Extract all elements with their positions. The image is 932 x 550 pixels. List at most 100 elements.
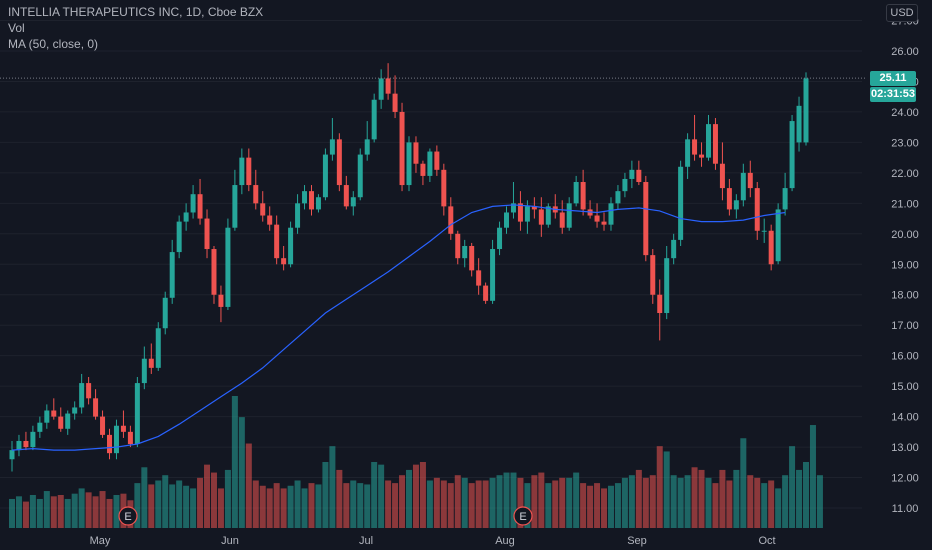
- candle-body: [671, 239, 677, 259]
- candle-body: [622, 178, 628, 192]
- candle-body: [44, 410, 50, 423]
- volume-bar: [670, 475, 677, 528]
- volume-bar: [649, 475, 656, 528]
- volume-bar: [538, 472, 545, 528]
- candle-body: [190, 194, 196, 213]
- candle-body: [322, 154, 328, 198]
- candle-body: [629, 169, 635, 179]
- volume-bar: [385, 480, 392, 528]
- price-tick-label: 15.00: [891, 381, 919, 393]
- price-tick-label: 22.00: [891, 168, 919, 180]
- ma-label[interactable]: MA (50, close, 0): [8, 37, 99, 51]
- volume-bar: [217, 488, 224, 528]
- candle-body: [65, 413, 71, 429]
- volume-bar: [747, 475, 754, 528]
- candle-body: [692, 139, 698, 155]
- candle-body: [134, 383, 140, 445]
- candle-body: [329, 139, 335, 155]
- candle-body: [107, 434, 113, 454]
- volume-bar: [183, 485, 190, 528]
- volume-bar: [461, 477, 468, 528]
- volume-bar: [155, 480, 162, 528]
- volume-bar: [440, 480, 447, 528]
- candle-body: [176, 221, 182, 253]
- volume-bar: [809, 425, 816, 528]
- currency-button[interactable]: USD: [886, 4, 918, 22]
- chart-grid: [0, 20, 862, 509]
- candle-body: [315, 197, 321, 210]
- candle-body: [141, 358, 147, 384]
- candle-body: [267, 215, 273, 225]
- volume-bar: [315, 484, 322, 528]
- candle-body: [16, 440, 22, 451]
- volume-bar: [419, 462, 426, 528]
- volume-bar: [412, 464, 419, 528]
- volume-label[interactable]: Vol: [8, 21, 25, 35]
- price-tick-label: 26.00: [891, 46, 919, 58]
- candle-body: [497, 227, 503, 250]
- volume-bar: [768, 480, 775, 528]
- candle-body: [350, 197, 356, 207]
- candle-body: [23, 440, 29, 448]
- volume-bar: [775, 488, 782, 528]
- earnings-marker: [513, 506, 533, 526]
- volume-bar: [594, 483, 601, 528]
- symbol-title[interactable]: INTELLIA THERAPEUTICS INC, 1D, Cboe BZX: [8, 5, 264, 19]
- candle-body: [476, 270, 482, 286]
- candle-body: [169, 252, 175, 298]
- volume-bar: [545, 483, 552, 528]
- volume-bar: [322, 462, 329, 528]
- volume-bar: [197, 477, 204, 528]
- candle-body: [378, 78, 384, 100]
- candle-body: [448, 206, 454, 234]
- candle-body: [58, 416, 64, 429]
- candle-body: [538, 209, 544, 225]
- candle-body: [9, 450, 15, 460]
- candle-body: [524, 206, 530, 222]
- volume-bar: [796, 469, 803, 528]
- volume-bar: [378, 464, 385, 528]
- candle-body: [260, 203, 266, 216]
- candle-body: [232, 185, 238, 228]
- candle-body: [580, 182, 586, 210]
- volume-bar: [761, 483, 768, 528]
- candle-body: [239, 157, 245, 186]
- volume-bar: [566, 477, 573, 528]
- candle-body: [86, 383, 92, 399]
- candle-body: [636, 169, 642, 183]
- candle-body: [462, 245, 468, 259]
- volume-bar: [308, 483, 315, 528]
- volume-bar: [552, 480, 559, 528]
- candle-body: [100, 416, 106, 435]
- candle-body: [761, 230, 767, 232]
- candle-body: [343, 185, 349, 207]
- volume-bar: [287, 485, 294, 528]
- candle-body: [427, 151, 433, 176]
- volume-bar: [433, 477, 440, 528]
- volume-bar: [733, 469, 740, 528]
- volume-bar: [559, 477, 566, 528]
- volume-bar: [656, 446, 663, 528]
- price-tick-label: 11.00: [892, 503, 919, 515]
- bar-countdown-tag: 02:31:53: [870, 87, 916, 103]
- volume-bar: [92, 496, 99, 528]
- last-price-tag: 25.11: [870, 70, 916, 86]
- candle-body: [469, 245, 475, 271]
- price-candles: [9, 63, 809, 472]
- candle-body: [726, 188, 732, 210]
- candle-body: [643, 182, 649, 256]
- volume-bar: [134, 483, 141, 528]
- volume-bar: [635, 469, 642, 528]
- price-tick-label: 12.00: [891, 473, 919, 485]
- candle-body: [336, 139, 342, 186]
- candle-body: [789, 121, 795, 189]
- candle-body: [699, 154, 705, 158]
- volume-bar: [273, 483, 280, 528]
- volume-bar: [231, 396, 238, 528]
- earnings-label: E: [124, 511, 131, 523]
- candle-body: [51, 410, 57, 417]
- volume-bar: [22, 501, 29, 528]
- volume-bar: [406, 469, 412, 528]
- volume-bar: [329, 446, 336, 528]
